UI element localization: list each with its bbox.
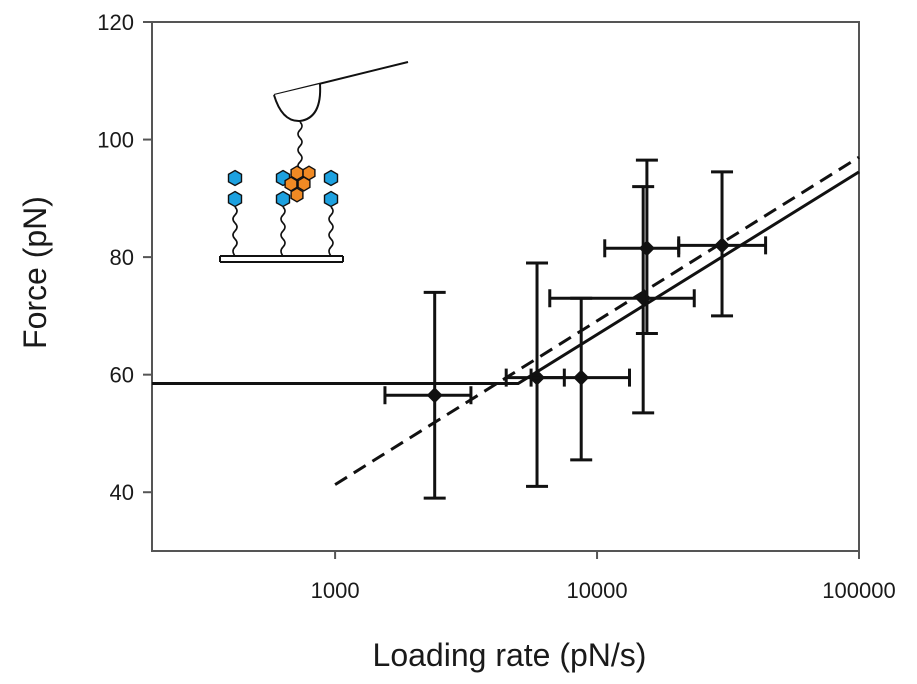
fits-layer	[152, 155, 860, 486]
orange-hexagon	[290, 187, 304, 203]
blue-hexagon	[323, 190, 339, 208]
data-point	[504, 261, 566, 488]
diamond-marker	[426, 387, 443, 404]
orange-hexagon	[302, 165, 316, 181]
hexagon-molecules	[227, 165, 339, 208]
tip-linker	[297, 121, 303, 169]
afm-inset-illustration	[219, 61, 409, 263]
solid-fit-line	[152, 170, 860, 385]
data-point	[383, 290, 473, 500]
diamond-marker	[714, 237, 731, 254]
points-layer	[383, 158, 768, 500]
blue-hexagon	[227, 169, 243, 187]
y-axis-title: Force (pN)	[17, 196, 53, 349]
orange-hexagon	[297, 176, 311, 192]
diamond-marker	[638, 240, 655, 257]
x-axis-title: Loading rate (pN/s)	[373, 637, 647, 673]
y-tick-label: 80	[110, 245, 134, 270]
cantilever-beam	[273, 61, 409, 96]
orange-hexagon	[284, 176, 298, 192]
diamond-marker	[573, 369, 590, 386]
blue-hexagon	[227, 190, 243, 208]
surface-linker-2	[280, 206, 286, 257]
surface-linker-3	[328, 206, 334, 257]
x-tick-label: 100000	[822, 578, 895, 603]
blue-hexagon	[275, 190, 291, 208]
axes-layer: 40 60 80 100 120 1000 10000 100000 Loading rate …	[17, 10, 896, 673]
data-point	[677, 170, 768, 318]
plot-frame	[151, 21, 860, 552]
blue-hexagon	[323, 169, 339, 187]
afm-tip	[273, 83, 322, 123]
data-point	[603, 158, 681, 336]
dashed-fit-line	[334, 155, 860, 486]
x-tick-label: 10000	[566, 578, 627, 603]
y-tick-label: 40	[110, 480, 134, 505]
surface-linker-1	[232, 206, 238, 257]
y-tick-label: 100	[97, 128, 134, 153]
x-tick-label: 1000	[311, 578, 360, 603]
y-tick-label: 120	[97, 10, 134, 35]
data-point	[548, 185, 696, 415]
y-tick-label: 60	[110, 363, 134, 388]
